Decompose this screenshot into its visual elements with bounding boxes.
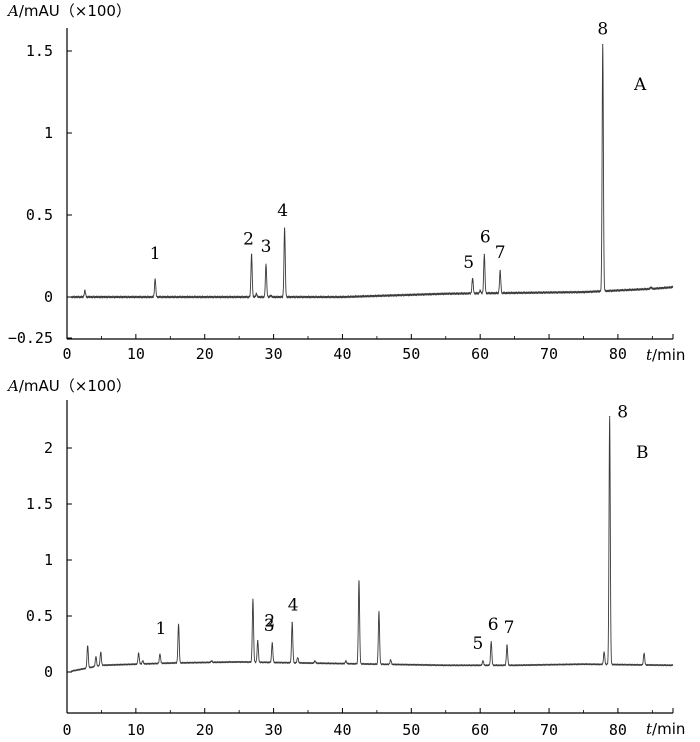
x-tick-label: 30 [265, 345, 283, 363]
peak-label-2: 2 [264, 612, 275, 632]
peak-label-1: 1 [150, 244, 161, 264]
peak-label-7: 7 [504, 618, 515, 638]
peak-6-apex [490, 641, 492, 643]
x-tick-label: 0 [62, 721, 71, 739]
y-tick-label: 0 [44, 288, 53, 306]
x-axis-title: t/min [646, 346, 685, 364]
x-tick-label: 60 [471, 345, 489, 363]
chromatogram-trace [70, 44, 674, 299]
x-tick-label: 60 [471, 721, 489, 739]
x-tick-label: 50 [402, 345, 420, 363]
x-tick-label: 40 [333, 345, 351, 363]
peak-label-7: 7 [495, 243, 506, 263]
x-tick-label: 20 [196, 721, 214, 739]
y-tick-label: 1.5 [26, 42, 53, 60]
peak-5-apex [482, 660, 484, 662]
y-axis-title: A/mAU（×100） [6, 2, 131, 20]
x-tick-label: 20 [196, 345, 214, 363]
peak-8-apex [602, 43, 604, 46]
peak-7-apex [499, 270, 501, 272]
peak-6-apex [483, 253, 485, 255]
peak-label-4: 4 [288, 596, 299, 616]
peak-label-5: 5 [473, 634, 484, 654]
peak-5-apex [472, 281, 474, 283]
peak-label-8: 8 [597, 19, 608, 39]
peak-3-apex [265, 263, 267, 265]
peak-label-4: 4 [277, 201, 288, 221]
peak-4-apex [284, 227, 286, 229]
panel-A: 0 10 20 30 40 50 60 70 80 −0.25 0 0.5 1 1.5 A/mAU（×100… [6, 2, 685, 364]
y-tick-label: 2 [44, 439, 53, 457]
y-axis-title: A/mAU（×100） [6, 377, 131, 395]
peak-7-apex [506, 644, 508, 646]
peak-label-6: 6 [480, 227, 491, 247]
peak-4-apex [291, 622, 293, 624]
panel-label: B [636, 443, 649, 463]
x-tick-label: 70 [540, 345, 558, 363]
x-tick-label: 50 [402, 721, 420, 739]
peak-1-apex [154, 278, 156, 280]
peak-label-5: 5 [463, 253, 474, 273]
peak-1-apex [159, 653, 161, 655]
x-axis-title: t/min [646, 720, 685, 738]
x-tick-label: 80 [609, 345, 627, 363]
peak-8-apex [609, 416, 611, 418]
y-tick-label: 1.5 [26, 495, 53, 513]
x-tick-label: 80 [609, 721, 627, 739]
x-tick-label: 10 [127, 721, 145, 739]
y-tick-label: 1 [44, 124, 53, 142]
panel-B: 0 10 20 30 40 50 60 70 80 0 0.5 1 1.5 2 A/mAU（×100） t/m… [6, 377, 685, 739]
peak-label-3: 3 [264, 616, 275, 636]
x-tick-label: 70 [540, 721, 558, 739]
peak-label-8: 8 [617, 403, 628, 423]
peak-3-apex [271, 642, 273, 644]
y-tick-label: 1 [44, 551, 53, 569]
x-tick-label: 30 [265, 721, 283, 739]
peak-label-1: 1 [156, 619, 167, 639]
panel-label: A [633, 75, 647, 95]
y-tick-label: 0.5 [26, 607, 53, 625]
x-tick-label: 0 [62, 345, 71, 363]
y-tick-label: 0.5 [26, 206, 53, 224]
y-tick-label: 0 [44, 663, 53, 681]
peak-2-apex [257, 640, 259, 642]
peak-2-apex [250, 253, 253, 255]
y-tick-label: −0.25 [8, 329, 53, 347]
peak-label-3: 3 [261, 237, 272, 257]
peak-label-6: 6 [488, 615, 499, 635]
x-tick-label: 40 [333, 721, 351, 739]
x-tick-label: 10 [127, 345, 145, 363]
peak-label-2: 2 [243, 229, 254, 249]
chromatogram-trace [70, 417, 674, 673]
